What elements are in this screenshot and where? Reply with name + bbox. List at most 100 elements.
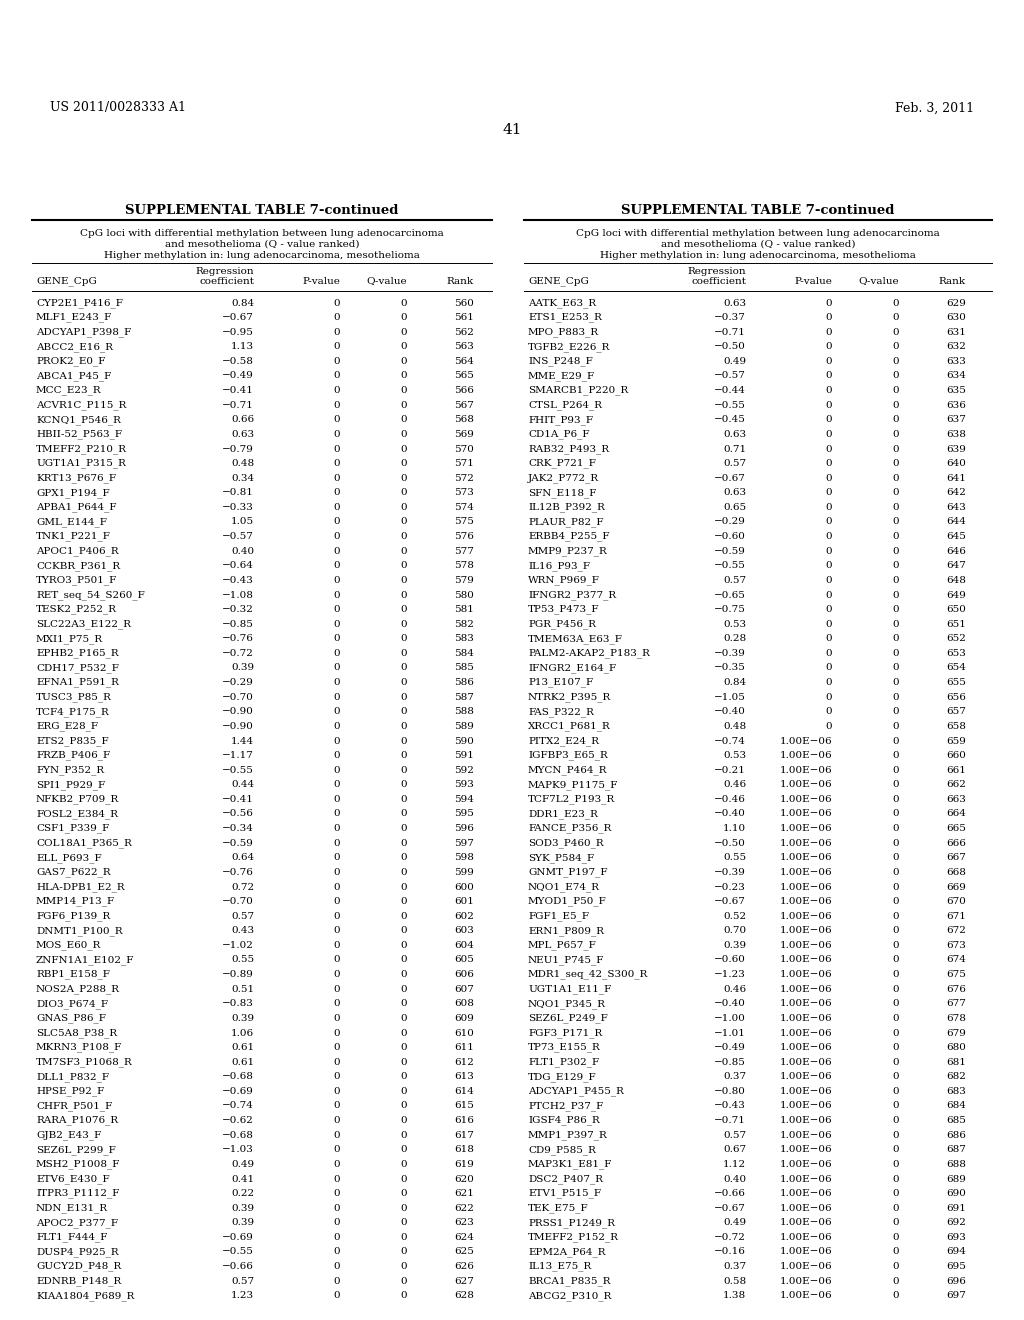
Text: 0.53: 0.53 xyxy=(723,751,746,760)
Text: APOC2_P377_F: APOC2_P377_F xyxy=(36,1218,118,1228)
Text: 0: 0 xyxy=(400,488,407,498)
Text: 0: 0 xyxy=(825,546,831,556)
Text: 0.57: 0.57 xyxy=(723,576,746,585)
Text: TM7SF3_P1068_R: TM7SF3_P1068_R xyxy=(36,1057,133,1067)
Text: 0: 0 xyxy=(825,664,831,672)
Text: 1.00E−06: 1.00E−06 xyxy=(779,1043,831,1052)
Text: DDR1_E23_R: DDR1_E23_R xyxy=(528,809,598,818)
Text: 0: 0 xyxy=(334,1057,340,1067)
Text: 588: 588 xyxy=(454,708,474,717)
Text: 612: 612 xyxy=(454,1057,474,1067)
Text: 0.64: 0.64 xyxy=(230,853,254,862)
Text: 0: 0 xyxy=(892,1014,899,1023)
Text: −0.72: −0.72 xyxy=(714,1233,746,1242)
Text: 0: 0 xyxy=(892,1072,899,1081)
Text: 1.00E−06: 1.00E−06 xyxy=(779,1014,831,1023)
Text: 0: 0 xyxy=(400,445,407,454)
Text: 630: 630 xyxy=(946,313,966,322)
Text: 1.06: 1.06 xyxy=(230,1028,254,1038)
Text: 0: 0 xyxy=(400,1072,407,1081)
Text: −0.66: −0.66 xyxy=(714,1189,746,1199)
Text: 0: 0 xyxy=(892,1262,899,1271)
Text: FGF6_P139_R: FGF6_P139_R xyxy=(36,911,111,921)
Text: IGSF4_P86_R: IGSF4_P86_R xyxy=(528,1115,600,1126)
Text: DLL1_P832_F: DLL1_P832_F xyxy=(36,1072,109,1081)
Text: PGR_P456_R: PGR_P456_R xyxy=(528,619,596,630)
Text: 605: 605 xyxy=(454,956,474,965)
Text: 0.39: 0.39 xyxy=(230,1014,254,1023)
Text: GENE_CpG: GENE_CpG xyxy=(36,276,97,286)
Text: 569: 569 xyxy=(454,430,474,438)
Text: 0: 0 xyxy=(400,912,407,921)
Text: 0: 0 xyxy=(400,1028,407,1038)
Text: MMP14_P13_F: MMP14_P13_F xyxy=(36,896,115,907)
Text: 0: 0 xyxy=(892,1218,899,1228)
Text: 0: 0 xyxy=(892,385,899,395)
Text: 0: 0 xyxy=(892,1131,899,1139)
Text: 0: 0 xyxy=(892,678,899,688)
Text: 637: 637 xyxy=(946,416,966,424)
Text: 1.12: 1.12 xyxy=(723,1160,746,1170)
Text: −0.41: −0.41 xyxy=(222,385,254,395)
Text: 0: 0 xyxy=(334,824,340,833)
Text: 660: 660 xyxy=(946,751,966,760)
Text: FGF1_E5_F: FGF1_E5_F xyxy=(528,911,589,921)
Text: 661: 661 xyxy=(946,766,966,775)
Text: −0.46: −0.46 xyxy=(714,795,746,804)
Text: 629: 629 xyxy=(946,298,966,308)
Text: 0.22: 0.22 xyxy=(230,1189,254,1199)
Text: 0: 0 xyxy=(400,1117,407,1125)
Text: 0: 0 xyxy=(400,356,407,366)
Text: 0: 0 xyxy=(334,313,340,322)
Text: −0.90: −0.90 xyxy=(222,722,254,731)
Text: 658: 658 xyxy=(946,722,966,731)
Text: MDR1_seq_42_S300_R: MDR1_seq_42_S300_R xyxy=(528,970,648,979)
Text: −1.17: −1.17 xyxy=(222,751,254,760)
Text: 0: 0 xyxy=(400,737,407,746)
Text: 0: 0 xyxy=(334,327,340,337)
Text: 0: 0 xyxy=(892,1146,899,1154)
Text: 0: 0 xyxy=(400,1233,407,1242)
Text: IFNGR2_E164_F: IFNGR2_E164_F xyxy=(528,663,616,673)
Text: 620: 620 xyxy=(454,1175,474,1184)
Text: 651: 651 xyxy=(946,619,966,628)
Text: 0: 0 xyxy=(334,838,340,847)
Text: −0.50: −0.50 xyxy=(714,342,746,351)
Text: UGT1A1_P315_R: UGT1A1_P315_R xyxy=(36,459,126,469)
Text: 653: 653 xyxy=(946,649,966,657)
Text: TMEFF2_P210_R: TMEFF2_P210_R xyxy=(36,444,127,454)
Text: 1.00E−06: 1.00E−06 xyxy=(779,824,831,833)
Text: 0.63: 0.63 xyxy=(723,488,746,498)
Text: 0: 0 xyxy=(892,590,899,599)
Text: 0: 0 xyxy=(892,356,899,366)
Text: 1.00E−06: 1.00E−06 xyxy=(779,956,831,965)
Text: 0: 0 xyxy=(334,1175,340,1184)
Text: 0: 0 xyxy=(334,503,340,512)
Text: 0: 0 xyxy=(400,1086,407,1096)
Text: ETS2_P835_F: ETS2_P835_F xyxy=(36,737,109,746)
Text: −0.33: −0.33 xyxy=(222,503,254,512)
Text: 0: 0 xyxy=(825,590,831,599)
Text: 0: 0 xyxy=(334,1189,340,1199)
Text: 0: 0 xyxy=(892,838,899,847)
Text: IL12B_P392_R: IL12B_P392_R xyxy=(528,503,605,512)
Text: 0: 0 xyxy=(334,1101,340,1110)
Text: 0: 0 xyxy=(892,941,899,950)
Text: 689: 689 xyxy=(946,1175,966,1184)
Text: 0: 0 xyxy=(400,517,407,527)
Text: 639: 639 xyxy=(946,445,966,454)
Text: 1.00E−06: 1.00E−06 xyxy=(779,737,831,746)
Text: 0: 0 xyxy=(334,985,340,994)
Text: 0: 0 xyxy=(892,649,899,657)
Text: 1.00E−06: 1.00E−06 xyxy=(779,970,831,979)
Text: −0.43: −0.43 xyxy=(714,1101,746,1110)
Text: 1.00E−06: 1.00E−06 xyxy=(779,1028,831,1038)
Text: TP73_E155_R: TP73_E155_R xyxy=(528,1043,601,1052)
Text: Feb. 3, 2011: Feb. 3, 2011 xyxy=(895,102,974,115)
Text: PROK2_E0_F: PROK2_E0_F xyxy=(36,356,105,366)
Text: 1.00E−06: 1.00E−06 xyxy=(779,1146,831,1154)
Text: 0: 0 xyxy=(400,941,407,950)
Text: 654: 654 xyxy=(946,664,966,672)
Text: 0: 0 xyxy=(334,1131,340,1139)
Text: 0: 0 xyxy=(892,927,899,936)
